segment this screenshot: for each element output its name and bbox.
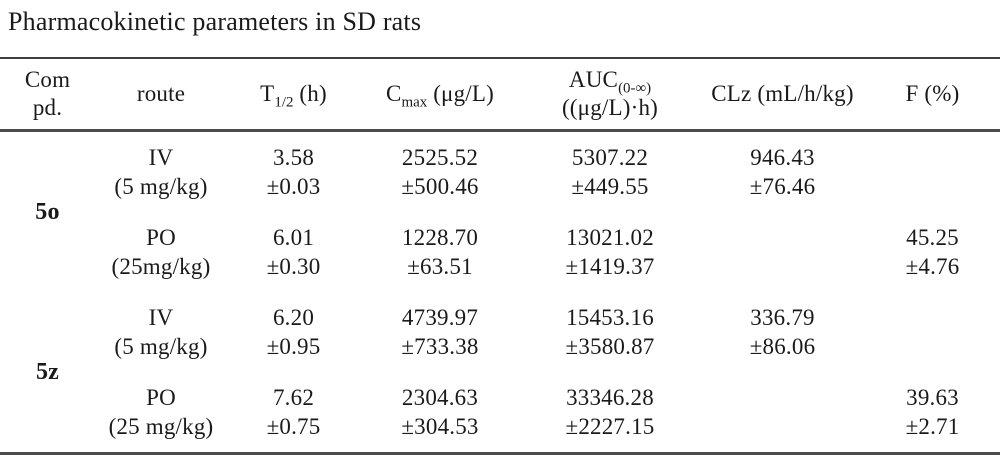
- cmax-cell: 4739.97 ±733.38: [360, 292, 520, 372]
- compound-header-line1: Com: [24, 67, 71, 92]
- auc-value: 5307.22: [571, 145, 649, 170]
- thalf-sd: ±0.95: [266, 334, 321, 359]
- pharmacokinetics-table: Com pd. route T1/2 (h) Cmax (μg/L) AUC(0…: [0, 57, 1000, 455]
- f-sd: ±2.71: [905, 414, 960, 439]
- auc-cell: 5307.22 ±449.55: [520, 131, 700, 213]
- auc-header-line2: ((μg/L)·h): [561, 95, 659, 120]
- col-header-thalf: T1/2 (h): [260, 81, 327, 111]
- cmax-sd: ±500.46: [401, 174, 479, 199]
- thalf-value: 6.20: [272, 305, 315, 330]
- clz-sd: ±76.46: [749, 174, 816, 199]
- clz-sd: ±86.06: [749, 334, 816, 359]
- auc-cell: 33346.28 ±2227.15: [520, 372, 700, 454]
- thalf-sd: ±0.30: [266, 254, 321, 279]
- cmax-value: 4739.97: [401, 305, 479, 330]
- auc-sd: ±2227.15: [565, 414, 655, 439]
- cmax-sd: ±304.53: [401, 414, 479, 439]
- route-value: PO: [146, 385, 176, 410]
- thalf-value: 6.01: [272, 225, 315, 250]
- cmax-sd: ±733.38: [401, 334, 479, 359]
- table-body: 5o IV (5 mg/kg) 3.58 ±0.03 2525.52 ±500.…: [0, 131, 1000, 454]
- cmax-subscript: max: [401, 94, 428, 111]
- auc-cell: 15453.16 ±3580.87: [520, 292, 700, 372]
- f-cell: 45.25 ±4.76: [865, 212, 1000, 292]
- compound-label-5o: 5o: [35, 198, 60, 225]
- col-header-cmax: Cmax (μg/L): [385, 81, 494, 111]
- table-row: PO (25 mg/kg) 7.62 ±0.75 2304.63 ±304.53…: [0, 372, 1000, 454]
- route-cell: PO (25mg/kg): [95, 212, 227, 292]
- clz-cell: 336.79 ±86.06: [700, 292, 865, 372]
- compound-header-line2: pd.: [32, 95, 63, 120]
- f-cell: 39.63 ±2.71: [865, 372, 1000, 454]
- cmax-value: 1228.70: [401, 225, 479, 250]
- dose-value: (25 mg/kg): [108, 414, 214, 439]
- auc-value: 13021.02: [566, 225, 654, 250]
- clz-cell: [700, 372, 865, 454]
- dose-value: (25mg/kg): [111, 254, 211, 279]
- col-header-clz: CLz (mL/h/kg): [711, 81, 854, 106]
- clz-value: 336.79: [750, 305, 815, 330]
- f-cell: [865, 131, 1000, 213]
- cmax-cell: 2304.63 ±304.53: [360, 372, 520, 454]
- route-value: IV: [148, 305, 174, 330]
- thalf-cell: 3.58 ±0.03: [227, 131, 360, 213]
- clz-cell: [700, 212, 865, 292]
- thalf-sd: ±0.03: [266, 174, 321, 199]
- col-header-compound: Com pd.: [0, 58, 95, 131]
- compound-label-5z: 5z: [35, 358, 60, 385]
- thalf-cell: 7.62 ±0.75: [227, 372, 360, 454]
- auc-value: 33346.28: [566, 385, 654, 410]
- clz-value: 946.43: [750, 145, 815, 170]
- thalf-cell: 6.01 ±0.30: [227, 212, 360, 292]
- thalf-value: 7.62: [272, 385, 315, 410]
- cmax-value: 2525.52: [401, 145, 479, 170]
- route-cell: IV (5 mg/kg): [95, 292, 227, 372]
- dose-value: (5 mg/kg): [114, 174, 208, 199]
- f-value: 39.63: [906, 385, 959, 410]
- thalf-cell: 6.20 ±0.95: [227, 292, 360, 372]
- table-header-row: Com pd. route T1/2 (h) Cmax (μg/L) AUC(0…: [0, 58, 1000, 131]
- route-value: IV: [148, 145, 174, 170]
- auc-value: 15453.16: [566, 305, 654, 330]
- thalf-sd: ±0.75: [266, 414, 321, 439]
- col-header-f: F (%): [905, 81, 960, 106]
- cmax-sd: ±63.51: [407, 254, 473, 279]
- cmax-cell: 2525.52 ±500.46: [360, 131, 520, 213]
- table-title: Pharmacokinetic parameters in SD rats: [8, 7, 422, 36]
- table-row: PO (25mg/kg) 6.01 ±0.30 1228.70 ±63.51 1…: [0, 212, 1000, 292]
- thalf-subscript: 1/2: [274, 94, 294, 111]
- col-header-route: route: [136, 81, 186, 106]
- route-cell: PO (25 mg/kg): [95, 372, 227, 454]
- thalf-value: 3.58: [272, 145, 315, 170]
- auc-subscript: (0-∞): [618, 80, 652, 97]
- auc-sd: ±3580.87: [565, 334, 655, 359]
- cmax-cell: 1228.70 ±63.51: [360, 212, 520, 292]
- table-row: 5o IV (5 mg/kg) 3.58 ±0.03 2525.52 ±500.…: [0, 131, 1000, 225]
- dose-value: (5 mg/kg): [114, 334, 208, 359]
- f-cell: [865, 292, 1000, 372]
- clz-cell: 946.43 ±76.46: [700, 131, 865, 213]
- route-cell: IV (5 mg/kg): [95, 131, 227, 213]
- auc-header-line1: AUC(0-∞): [568, 67, 652, 97]
- f-sd: ±4.76: [905, 254, 960, 279]
- cmax-value: 2304.63: [401, 385, 479, 410]
- auc-sd: ±449.55: [571, 174, 649, 199]
- f-value: 45.25: [906, 225, 959, 250]
- col-header-auc: AUC(0-∞) ((μg/L)·h): [520, 58, 700, 131]
- auc-cell: 13021.02 ±1419.37: [520, 212, 700, 292]
- route-value: PO: [146, 225, 176, 250]
- table-row: 5z IV (5 mg/kg) 6.20 ±0.95 4739.97 ±733.…: [0, 292, 1000, 385]
- auc-sd: ±1419.37: [565, 254, 655, 279]
